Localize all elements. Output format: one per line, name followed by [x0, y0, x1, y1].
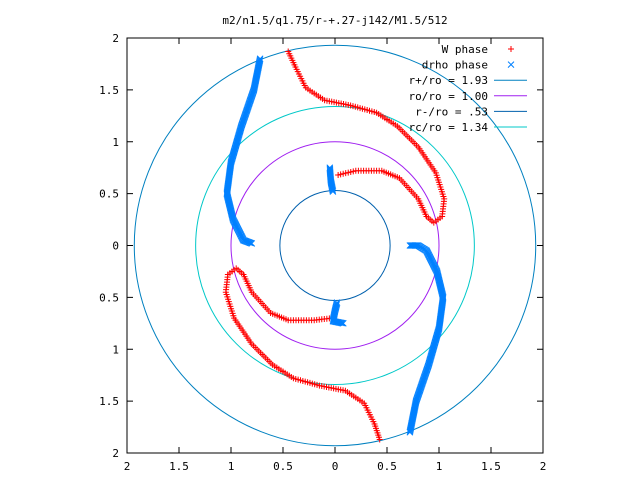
circle-3 — [195, 105, 475, 386]
circle-0 — [133, 44, 537, 447]
chart-title: m2/n1.5/q1.75/r-+.27-j142/M1.5/512 — [222, 14, 447, 27]
legend-marker — [508, 46, 514, 52]
axis-ticks: 2 1.5 1 0.5 0 0.5 1 1.5 221.510.500.511.52 — [99, 32, 546, 473]
x-tick-label: 0.5 — [273, 460, 293, 473]
y-tick-label: 0.5 — [99, 291, 119, 304]
data-point — [339, 319, 347, 327]
y-tick-label: 2 — [112, 447, 119, 460]
data-point — [338, 319, 346, 327]
y-tick-label: 0 — [112, 240, 119, 253]
x-tick-label: 0 — [332, 460, 339, 473]
y-tick-label: 0.5 — [99, 188, 119, 201]
legend-label: rc/ro = 1.34 — [409, 121, 489, 134]
data-point — [337, 319, 345, 327]
data-point — [329, 186, 336, 193]
data-point — [329, 187, 337, 194]
data-point — [352, 167, 359, 174]
legend-marker — [507, 61, 515, 68]
series-1-arm-3 — [329, 299, 347, 327]
x-tick-label: 0.5 — [377, 460, 397, 473]
series-1-arm-2 — [326, 164, 337, 195]
y-tick-label: 1.5 — [99, 395, 119, 408]
legend: W phase drho phase r+/ro = 1.93 ro/ro = 1.0… — [409, 43, 527, 134]
series-0-arm-1 — [222, 265, 383, 443]
reference-circles — [133, 44, 537, 447]
data-points — [222, 48, 448, 443]
x-tick-label: 1.5 — [169, 460, 189, 473]
data-point — [409, 242, 417, 249]
legend-label: ro/ro = 1.00 — [409, 90, 488, 103]
data-point — [340, 170, 347, 177]
data-point — [345, 169, 352, 176]
legend-label: r-/ro = .53 — [415, 105, 488, 118]
data-point — [347, 168, 354, 175]
data-point — [335, 171, 342, 178]
circle-1 — [230, 141, 440, 350]
legend-label: r+/ro = 1.93 — [409, 74, 488, 87]
legend-label: W phase — [442, 43, 488, 56]
data-point — [248, 240, 256, 247]
series-1-arm-0 — [223, 55, 264, 247]
y-tick-label: 1 — [112, 136, 119, 149]
series-0-arm-0 — [285, 48, 448, 226]
data-point — [337, 171, 344, 178]
x-tick-label: 2 — [540, 460, 547, 473]
data-point — [342, 170, 349, 177]
data-point — [350, 168, 357, 175]
x-tick-label: 2 — [124, 460, 131, 473]
y-tick-label: 1 — [112, 343, 119, 356]
data-point — [407, 242, 415, 249]
x-tick-label: 1 — [436, 460, 443, 473]
x-tick-label: 1.5 — [481, 460, 501, 473]
series-1-arm-1 — [406, 242, 447, 436]
y-tick-label: 1.5 — [99, 84, 119, 97]
circle-2 — [279, 190, 391, 301]
data-point — [408, 242, 416, 249]
data-point — [406, 242, 414, 249]
data-point — [329, 188, 337, 195]
y-tick-label: 2 — [112, 32, 119, 45]
legend-label: drho phase — [422, 59, 488, 72]
x-tick-label: 1 — [228, 460, 235, 473]
